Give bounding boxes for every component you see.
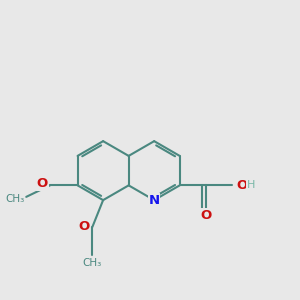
Text: O: O bbox=[37, 177, 48, 190]
Text: O: O bbox=[78, 220, 89, 233]
Text: CH₃: CH₃ bbox=[83, 258, 102, 268]
Text: O: O bbox=[236, 179, 248, 192]
Text: CH₃: CH₃ bbox=[5, 194, 24, 204]
Text: O: O bbox=[200, 209, 212, 222]
Text: N: N bbox=[148, 194, 160, 207]
Text: H: H bbox=[246, 180, 255, 190]
